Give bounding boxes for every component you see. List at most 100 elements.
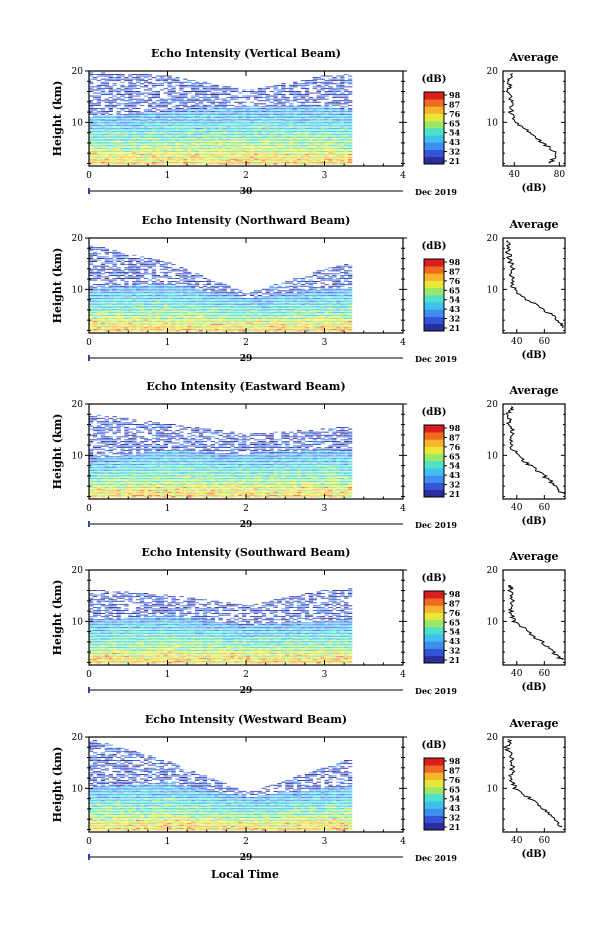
heatmap-cell: [332, 142, 336, 143]
heatmap-cell: [89, 292, 93, 293]
heatmap-cell: [344, 99, 348, 100]
heatmap-cell: [113, 77, 117, 78]
heatmap-cell: [140, 257, 144, 258]
heatmap-cell: [136, 270, 140, 271]
heatmap-cell: [152, 94, 156, 95]
heatmap-cell: [309, 157, 313, 158]
heatmap-cell: [89, 156, 93, 157]
heatmap-cell: [109, 91, 113, 92]
heatmap-cell: [297, 120, 301, 121]
heatmap-cell: [160, 116, 164, 117]
heatmap-cell: [136, 330, 140, 331]
heatmap-cell: [207, 307, 211, 308]
heatmap-cell: [250, 150, 254, 151]
heatmap-cell: [109, 318, 113, 319]
heatmap-cell: [242, 108, 246, 109]
heatmap-cell: [97, 306, 101, 307]
heatmap-cell: [215, 287, 219, 288]
heatmap-cell: [285, 100, 289, 101]
heatmap-cell: [183, 329, 187, 330]
heatmap-cell: [101, 329, 105, 330]
heatmap-cell: [136, 294, 140, 295]
heatmap-cell: [199, 148, 203, 149]
heatmap-cell: [203, 321, 207, 322]
heatmap-cell: [156, 297, 160, 298]
heatmap-cell: [289, 88, 293, 89]
heatmap-cell: [332, 111, 336, 112]
heatmap-cell: [89, 136, 93, 137]
heatmap-cell: [93, 303, 97, 304]
heatmap-cell: [226, 108, 230, 109]
heatmap-cell: [277, 136, 281, 137]
heatmap-cell: [179, 300, 183, 301]
heatmap-cell: [246, 160, 250, 161]
heatmap-cell: [250, 147, 254, 148]
heatmap-cell: [132, 264, 136, 265]
heatmap-cell: [187, 272, 191, 273]
heatmap-cell: [89, 113, 93, 114]
heatmap-cell: [160, 117, 164, 118]
heatmap-cell: [250, 162, 254, 163]
heatmap-cell: [109, 286, 113, 287]
heatmap-cell: [230, 136, 234, 137]
heatmap-cell: [132, 117, 136, 118]
heatmap-cell: [160, 300, 164, 301]
colorbar-segment: [424, 135, 444, 143]
heatmap-cell: [89, 303, 93, 304]
heatmap-cell: [136, 100, 140, 101]
heatmap-cell: [128, 142, 132, 143]
heatmap-cell: [164, 153, 168, 154]
heatmap-cell: [144, 281, 148, 282]
heatmap-cell: [128, 86, 132, 87]
heatmap-cell: [223, 292, 227, 293]
heatmap-cell: [124, 125, 128, 126]
heatmap-cell: [168, 86, 172, 87]
heatmap-cell: [215, 318, 219, 319]
heatmap-cell: [250, 318, 254, 319]
heatmap-cell: [336, 140, 340, 141]
heatmap-cell: [281, 106, 285, 107]
heatmap-cell: [120, 156, 124, 157]
heatmap-cell: [313, 136, 317, 137]
heatmap-cell: [164, 145, 168, 146]
profile-x-tick-label: 80: [554, 170, 566, 180]
heatmap-cell: [97, 290, 101, 291]
heatmap-cell: [332, 160, 336, 161]
heatmap-cell: [336, 127, 340, 128]
heatmap-cell: [113, 304, 117, 305]
heatmap-cell: [101, 273, 105, 274]
heatmap-cell: [258, 160, 262, 161]
heatmap-cell: [230, 289, 234, 290]
heatmap-cell: [101, 249, 105, 250]
heatmap-cell: [187, 317, 191, 318]
heatmap-cell: [215, 330, 219, 331]
heatmap-cell: [109, 127, 113, 128]
heatmap-cell: [348, 137, 352, 138]
heatmap-cell: [168, 125, 172, 126]
heatmap-cell: [132, 83, 136, 84]
heatmap-cell: [277, 163, 281, 164]
heatmap-cell: [156, 127, 160, 128]
heatmap-cell: [317, 142, 321, 143]
heatmap-cell: [140, 125, 144, 126]
heatmap-cell: [113, 100, 117, 101]
heatmap-cell: [136, 323, 140, 324]
heatmap-cell: [317, 86, 321, 87]
heatmap-cell: [297, 145, 301, 146]
heatmap-cell: [215, 292, 219, 293]
heatmap-cell: [156, 327, 160, 328]
heatmap-cell: [124, 116, 128, 117]
heatmap-cell: [250, 307, 254, 308]
heatmap-cell: [105, 160, 109, 161]
heatmap-cell: [328, 142, 332, 143]
heatmap-cell: [113, 324, 117, 325]
heatmap-cell: [128, 264, 132, 265]
heatmap-cell: [242, 157, 246, 158]
heatmap-cell: [207, 106, 211, 107]
heatmap-cell: [215, 88, 219, 89]
heatmap-cell: [238, 312, 242, 313]
heatmap-cell: [171, 330, 175, 331]
heatmap-cell: [124, 134, 128, 135]
heatmap-cell: [113, 123, 117, 124]
heatmap-cell: [128, 139, 132, 140]
